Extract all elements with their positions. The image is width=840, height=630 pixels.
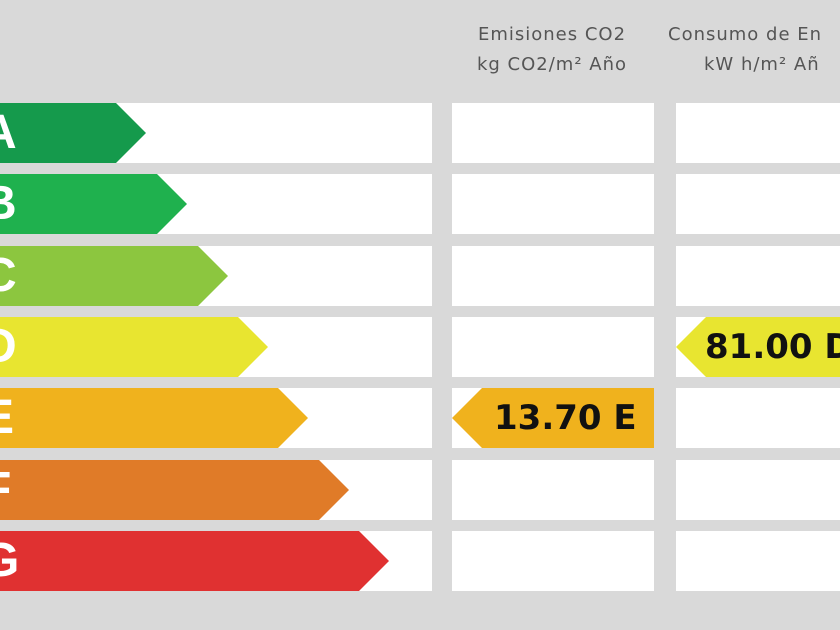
- header-consumption-title: Consumo de En: [668, 24, 823, 45]
- rating-arrow-d: D: [0, 317, 268, 377]
- cell-consumption-a: [676, 103, 840, 163]
- cell-emissions-f: [452, 460, 654, 520]
- cell-emissions-b: [452, 174, 654, 234]
- rating-letter: E: [0, 388, 14, 448]
- rating-arrow-f: F: [0, 460, 349, 520]
- rating-letter: C: [0, 246, 17, 306]
- cell-consumption-c: [676, 246, 840, 306]
- rating-arrow-e: E: [0, 388, 308, 448]
- rating-arrow-a: A: [0, 103, 146, 163]
- consumption-value: 81.00 D: [705, 327, 840, 367]
- rating-letter: G: [0, 534, 20, 587]
- rating-letter: B: [0, 174, 17, 234]
- header-consumption-unit: kW h/m² Añ: [704, 54, 820, 75]
- cell-consumption-b: [676, 174, 840, 234]
- rating-letter: D: [0, 317, 17, 377]
- emissions-value: 13.70 E: [494, 398, 637, 438]
- header-consumption: Consumo de En kW h/m² Añ: [668, 20, 822, 80]
- rating-arrow-b: B: [0, 174, 187, 234]
- cell-emissions-d: [452, 317, 654, 377]
- cell-emissions-c: [452, 246, 654, 306]
- cell-emissions-a: [452, 103, 654, 163]
- emissions-indicator: 13.70 E: [452, 388, 654, 448]
- rating-letter: A: [0, 103, 17, 163]
- cell-consumption-e: [676, 388, 840, 448]
- cell-emissions-g: [452, 531, 654, 591]
- header-emissions: Emisiones CO2 kg CO2/m² Año: [450, 20, 654, 80]
- rating-arrow-g: G: [0, 531, 389, 591]
- header-emissions-title: Emisiones CO2: [477, 24, 627, 45]
- rating-arrow-c: C: [0, 246, 228, 306]
- header-emissions-unit: kg CO2/m² Año: [476, 54, 628, 75]
- rating-letter: F: [0, 460, 11, 520]
- consumption-indicator: 81.00 D: [676, 317, 840, 377]
- cell-consumption-f: [676, 460, 840, 520]
- cell-consumption-g: [676, 531, 840, 591]
